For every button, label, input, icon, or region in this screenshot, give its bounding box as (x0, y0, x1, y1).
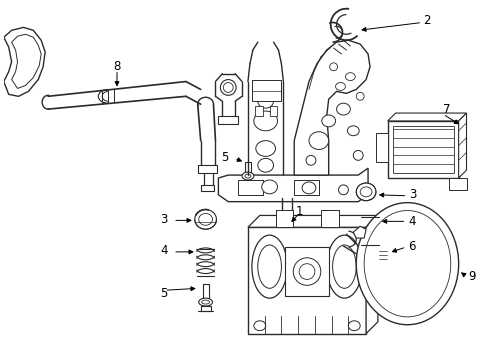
Ellipse shape (305, 156, 315, 165)
Polygon shape (387, 113, 466, 121)
Bar (202, 284, 208, 300)
Text: 4: 4 (160, 244, 168, 257)
Ellipse shape (201, 300, 209, 304)
Text: 6: 6 (408, 240, 415, 253)
Text: 1: 1 (295, 205, 302, 218)
Ellipse shape (364, 211, 450, 317)
Text: 5: 5 (221, 151, 228, 164)
Ellipse shape (261, 180, 277, 194)
Bar (379, 245, 385, 263)
Ellipse shape (223, 82, 233, 93)
Ellipse shape (356, 93, 364, 100)
Bar (269, 106, 277, 116)
Ellipse shape (257, 158, 273, 172)
Ellipse shape (255, 141, 275, 156)
Text: 4: 4 (408, 215, 415, 228)
Bar (275, 210, 293, 227)
Ellipse shape (198, 213, 212, 225)
Bar (285, 247, 328, 296)
Bar (238, 180, 262, 195)
Bar (200, 306, 210, 311)
Bar (247, 227, 366, 334)
Bar (320, 210, 338, 227)
Polygon shape (366, 215, 377, 334)
Text: 2: 2 (423, 14, 430, 27)
Bar (387, 121, 458, 178)
Ellipse shape (257, 94, 273, 108)
Bar (375, 133, 387, 162)
Polygon shape (294, 40, 369, 175)
Ellipse shape (329, 63, 337, 71)
Text: 3: 3 (408, 188, 415, 201)
Ellipse shape (352, 150, 363, 160)
Ellipse shape (244, 174, 250, 178)
Ellipse shape (360, 187, 371, 197)
Text: 8: 8 (113, 60, 121, 73)
Polygon shape (218, 168, 367, 202)
Text: 3: 3 (160, 213, 167, 226)
Bar (200, 185, 214, 191)
Ellipse shape (242, 172, 253, 180)
Ellipse shape (253, 111, 277, 131)
Ellipse shape (338, 185, 347, 195)
Text: 5: 5 (160, 287, 167, 300)
Ellipse shape (198, 298, 212, 306)
Ellipse shape (321, 115, 335, 127)
Ellipse shape (356, 183, 375, 201)
Polygon shape (4, 27, 45, 96)
Ellipse shape (220, 80, 236, 95)
Ellipse shape (347, 321, 360, 330)
Ellipse shape (302, 182, 315, 194)
Bar (294, 180, 318, 195)
Text: 9: 9 (468, 270, 475, 283)
Ellipse shape (251, 235, 287, 298)
Ellipse shape (194, 210, 216, 229)
Polygon shape (458, 113, 466, 178)
Ellipse shape (336, 103, 349, 115)
Ellipse shape (253, 321, 265, 330)
Polygon shape (12, 34, 41, 89)
Polygon shape (247, 215, 377, 227)
Ellipse shape (345, 73, 355, 81)
Bar (392, 126, 453, 173)
Bar (376, 263, 388, 267)
Ellipse shape (326, 235, 362, 298)
Bar (448, 178, 466, 190)
Ellipse shape (335, 82, 345, 90)
Bar (197, 165, 217, 173)
Bar (251, 80, 281, 101)
Ellipse shape (308, 132, 328, 149)
Bar (254, 106, 262, 116)
Ellipse shape (293, 258, 320, 285)
Ellipse shape (257, 245, 281, 288)
Bar (218, 116, 238, 124)
Ellipse shape (332, 245, 356, 288)
Text: 7: 7 (442, 103, 449, 116)
Polygon shape (352, 226, 366, 238)
Ellipse shape (356, 203, 458, 325)
Ellipse shape (346, 126, 359, 136)
Ellipse shape (299, 264, 314, 279)
Bar (244, 162, 250, 174)
